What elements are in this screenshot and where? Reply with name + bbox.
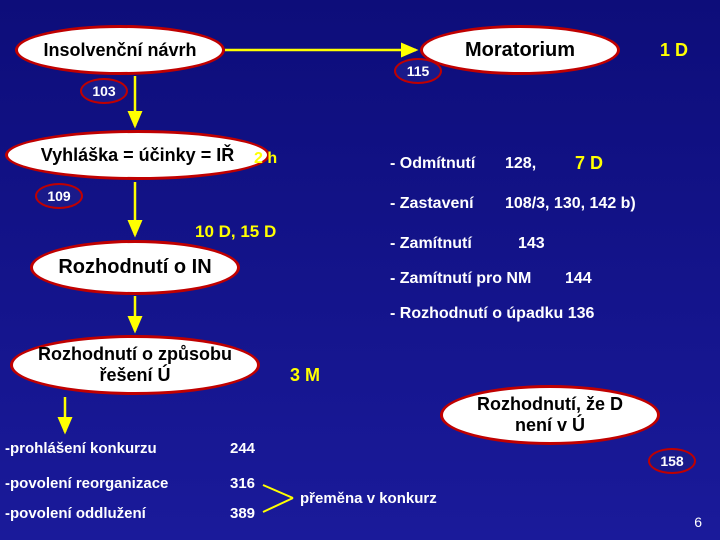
label-1d: 1 D [660,40,688,61]
item-konkurz: -prohlášení konkurzu [5,440,157,457]
label-10d15d: 10 D, 15 D [195,222,276,242]
item-premena: přeměna v konkurz [300,490,437,507]
badge-103: 103 [80,78,128,104]
item-oddl: -povolení oddlužení [5,505,146,522]
label: 109 [47,188,70,204]
item-zamitnuti: - Zamítnutí [390,235,472,253]
item-zastaveni-num: 108/3, 130, 142 b) [505,195,636,213]
label-2h: 2 h [254,150,277,168]
node-rozhodnuti-d: Rozhodnutí, že D není v Ú [440,385,660,445]
badge-115: 115 [394,58,442,84]
label-7d: 7 D [575,153,603,174]
item-zamitnuti-nm-num: 144 [565,270,592,288]
label: Rozhodnutí o IN [58,256,211,279]
label: 103 [92,83,115,99]
item-odmitnuti: - Odmítnutí [390,155,475,173]
label: Rozhodnutí, že D není v Ú [477,394,623,435]
label: Moratorium [465,39,575,62]
item-odmitnuti-num: 128, [505,155,536,173]
badge-158: 158 [648,448,696,474]
label: 158 [660,453,683,469]
item-konkurz-num: 244 [230,440,255,457]
item-zastaveni: - Zastavení [390,195,474,213]
label: 115 [407,63,430,79]
node-vyhlaska: Vyhláška = účinky = IŘ [5,130,270,180]
item-reorg: -povolení reorganizace [5,475,168,492]
label: Rozhodnutí o způsobu řešení Ú [38,344,232,385]
label-3m: 3 M [290,365,320,386]
item-zamitnuti-num: 143 [518,235,545,253]
badge-109: 109 [35,183,83,209]
node-rozhodnuti-in: Rozhodnutí o IN [30,240,240,295]
item-rozh-upadku: - Rozhodnutí o úpadku 136 [390,305,594,323]
label: Vyhláška = účinky = IŘ [41,145,234,166]
item-reorg-num: 316 [230,475,255,492]
node-insolvencni: Insolvenční návrh [15,25,225,75]
label: Insolvenční návrh [43,40,196,61]
node-rozhodnuti-zpusob: Rozhodnutí o způsobu řešení Ú [10,335,260,395]
item-zamitnuti-nm: - Zamítnutí pro NM [390,270,531,288]
item-oddl-num: 389 [230,505,255,522]
node-moratorium: Moratorium [420,25,620,75]
slide-number: 6 [694,514,702,530]
